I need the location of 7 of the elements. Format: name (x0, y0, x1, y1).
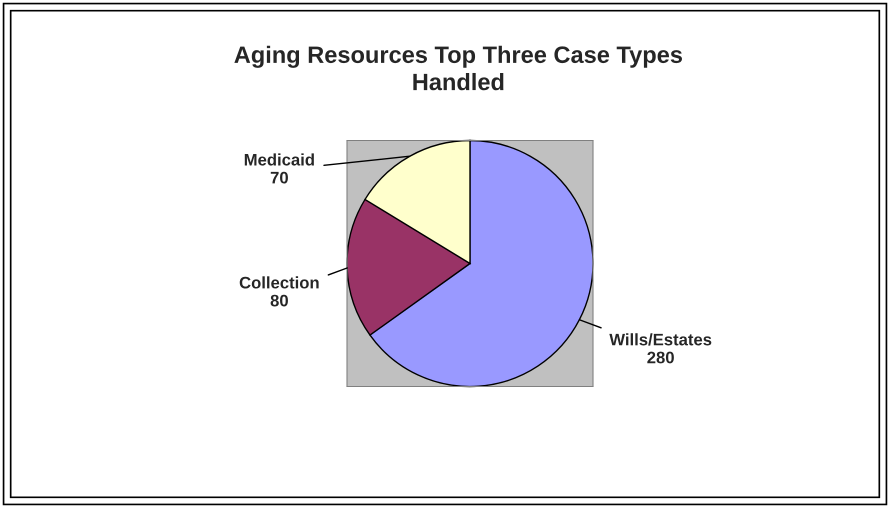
slice-label: Medicaid (244, 153, 314, 166)
slice-label: Collection (240, 276, 319, 289)
chart-title: Aging Resources Top Three Case Types Handled (234, 46, 682, 90)
slice-label: Wills/Estates (609, 333, 712, 346)
data-label: 280 (647, 352, 674, 364)
data-label: 80 (270, 294, 288, 306)
data-label: 70 (270, 172, 288, 184)
